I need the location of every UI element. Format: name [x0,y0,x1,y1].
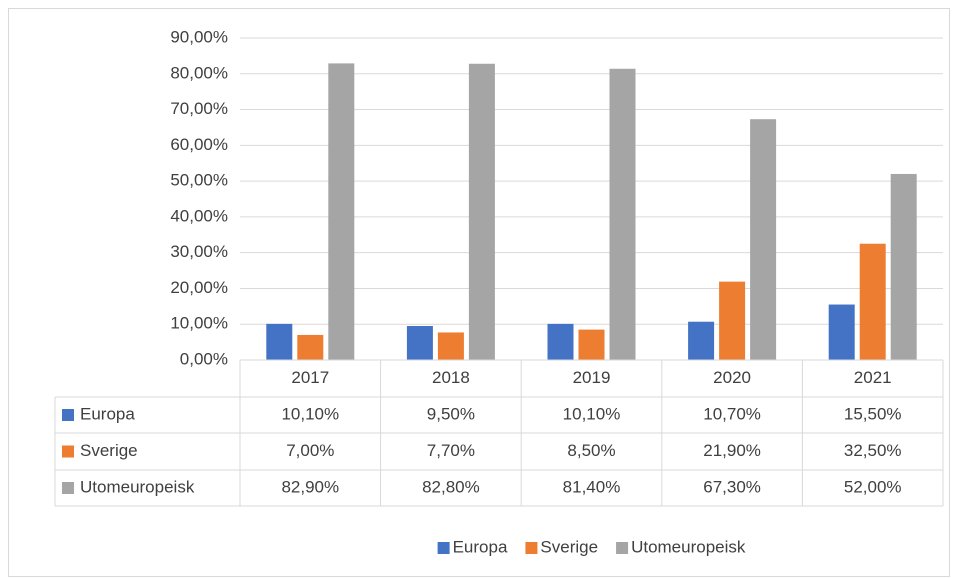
table-legend-key [62,482,74,494]
table-legend-key [62,445,74,458]
y-tick-label: 20,00% [170,278,228,297]
bar [328,63,355,360]
y-tick-label: 30,00% [170,242,228,261]
table-value: 21,90% [703,441,761,460]
table-value: 15,50% [844,404,902,423]
bar [609,68,636,360]
table-value: 32,50% [844,441,902,460]
y-tick-label: 0,00% [180,349,228,368]
bar [406,326,433,360]
table-value: 10,10% [563,404,621,423]
bar [719,281,746,360]
table-value: 10,10% [281,404,339,423]
bar [578,329,605,360]
table-value: 52,00% [844,477,902,496]
x-tick-label: 2017 [291,368,329,387]
y-tick-label: 50,00% [170,171,228,190]
y-tick-label: 70,00% [170,99,228,118]
table-legend-key [62,409,74,421]
table-value: 81,40% [563,477,621,496]
y-tick-label: 80,00% [170,63,228,82]
bar [859,243,886,360]
y-tick-label: 40,00% [170,206,228,225]
bar [688,321,715,360]
legend-key [616,542,629,554]
bar [890,173,917,360]
x-tick-label: 2020 [713,368,751,387]
legend-key [525,542,538,554]
bar [828,304,855,360]
y-tick-label: 10,00% [170,314,228,333]
bar [266,323,293,360]
table-value: 8,50% [567,441,615,460]
legend-label: Sverige [540,537,598,556]
table-value: 67,30% [703,477,761,496]
table-value: 7,70% [427,441,475,460]
table-series-name: Europa [80,404,135,423]
bar [750,119,777,361]
table-value: 9,50% [427,404,475,423]
bar [437,332,464,360]
x-tick-label: 2018 [432,368,470,387]
table-value: 7,00% [286,441,334,460]
bar [547,323,574,360]
bar [297,334,324,360]
legend-label: Europa [453,537,508,556]
table-value: 82,90% [281,477,339,496]
table-value: 10,70% [703,404,761,423]
table-value: 82,80% [422,477,480,496]
table-series-name: Utomeuropeisk [80,477,195,496]
x-tick-label: 2019 [573,368,611,387]
legend-key [437,542,450,554]
y-tick-label: 60,00% [170,135,228,154]
y-tick-label: 90,00% [170,27,228,46]
bar [468,63,495,360]
table-series-name: Sverige [80,441,138,460]
legend-label: Utomeuropeisk [631,537,746,556]
x-tick-label: 2021 [854,368,892,387]
